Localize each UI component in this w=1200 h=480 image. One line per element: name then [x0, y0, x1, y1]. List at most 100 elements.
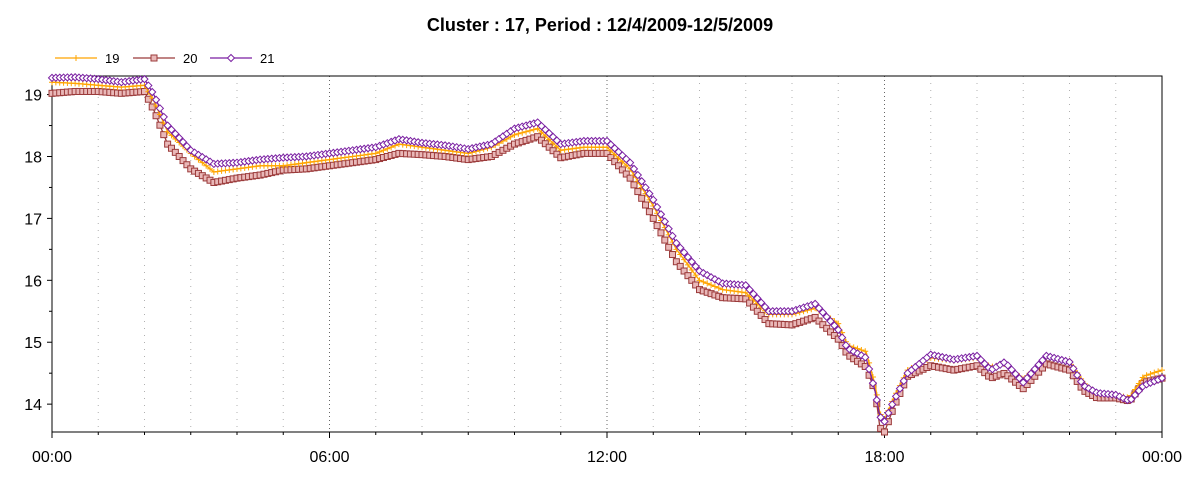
data-point [814, 303, 824, 313]
data-point [815, 317, 823, 325]
data-point [876, 413, 885, 422]
data-point [284, 162, 291, 169]
data-point [746, 299, 754, 307]
data-point [1038, 356, 1047, 365]
data-point [625, 158, 635, 167]
data-point [735, 288, 742, 295]
data-point [649, 195, 658, 205]
data-point [218, 167, 225, 174]
data-point [696, 277, 703, 284]
data-point [700, 278, 707, 285]
data-point [553, 150, 561, 158]
data-point [749, 289, 758, 299]
data-point [626, 174, 634, 182]
data-point [171, 129, 180, 138]
data-point [167, 125, 176, 134]
data-point [738, 289, 745, 296]
data-point [684, 261, 691, 268]
data-point [222, 167, 229, 174]
data-point [545, 143, 553, 151]
data-point [207, 165, 214, 172]
data-point [756, 298, 766, 307]
data-point [1019, 378, 1028, 387]
data-point [711, 283, 718, 290]
y-tick-label: 16 [24, 273, 42, 290]
data-point [645, 189, 654, 198]
data-point [1159, 367, 1165, 374]
data-point [642, 201, 650, 209]
data-point [607, 154, 615, 162]
data-point [649, 214, 657, 222]
data-point [637, 177, 646, 186]
data-point [668, 231, 677, 241]
data-point [687, 257, 696, 266]
data-point [880, 417, 889, 426]
data-point [1007, 365, 1016, 374]
data-point [299, 160, 306, 167]
data-point [888, 400, 897, 409]
data-point [899, 376, 908, 386]
grid [97, 76, 1117, 432]
data-point [1147, 370, 1154, 377]
data-point [203, 162, 210, 169]
data-point [226, 166, 233, 173]
x-tick-label: 00:00 [32, 449, 72, 466]
data-point [672, 258, 680, 266]
data-point [881, 428, 888, 436]
series-21 [47, 73, 1167, 426]
data-point [611, 158, 619, 166]
data-point [140, 74, 149, 84]
data-point [178, 137, 188, 147]
data-point [688, 276, 696, 284]
data-point [1135, 380, 1142, 387]
data-point [214, 168, 221, 175]
data-point [537, 136, 545, 144]
data-point [1003, 361, 1013, 370]
data-point [669, 251, 677, 259]
data-point [683, 252, 693, 262]
data-point [827, 328, 835, 336]
data-point [160, 131, 168, 139]
data-point [891, 392, 901, 401]
data-point [679, 248, 689, 257]
data-point [810, 299, 820, 309]
legend-marker [226, 53, 236, 63]
data-point [280, 162, 287, 169]
data-point [1022, 373, 1032, 383]
y-axis: 14 15 16 17 18 19 [24, 88, 52, 414]
data-point [144, 81, 153, 90]
data-point [661, 236, 669, 244]
y-tick-label: 14 [24, 397, 42, 414]
data-point [834, 325, 843, 335]
data-point [1155, 368, 1162, 375]
data-point [753, 294, 762, 303]
data-point [144, 95, 152, 103]
data-point [179, 157, 187, 165]
legend-item-20: 20 [133, 51, 197, 66]
data-point [745, 285, 754, 294]
series-layer [47, 73, 1167, 436]
data-point [692, 281, 700, 289]
data-point [1069, 364, 1078, 373]
data-point [822, 312, 831, 322]
data-point [1126, 395, 1136, 404]
data-point [841, 341, 851, 350]
data-point [884, 408, 893, 418]
data-point [295, 160, 302, 167]
data-point [622, 170, 630, 178]
data-point [630, 181, 638, 189]
data-point [230, 166, 237, 173]
data-point [657, 229, 665, 237]
data-point [684, 272, 692, 280]
data-point [708, 281, 715, 288]
data-point [761, 316, 769, 324]
data-point [656, 210, 666, 219]
data-point [534, 133, 542, 141]
data-point [1011, 369, 1020, 379]
data-point [872, 395, 881, 405]
legend: 19 20 21 [55, 51, 274, 66]
data-point [746, 293, 753, 300]
data-point [156, 121, 164, 129]
data-point [823, 324, 831, 332]
